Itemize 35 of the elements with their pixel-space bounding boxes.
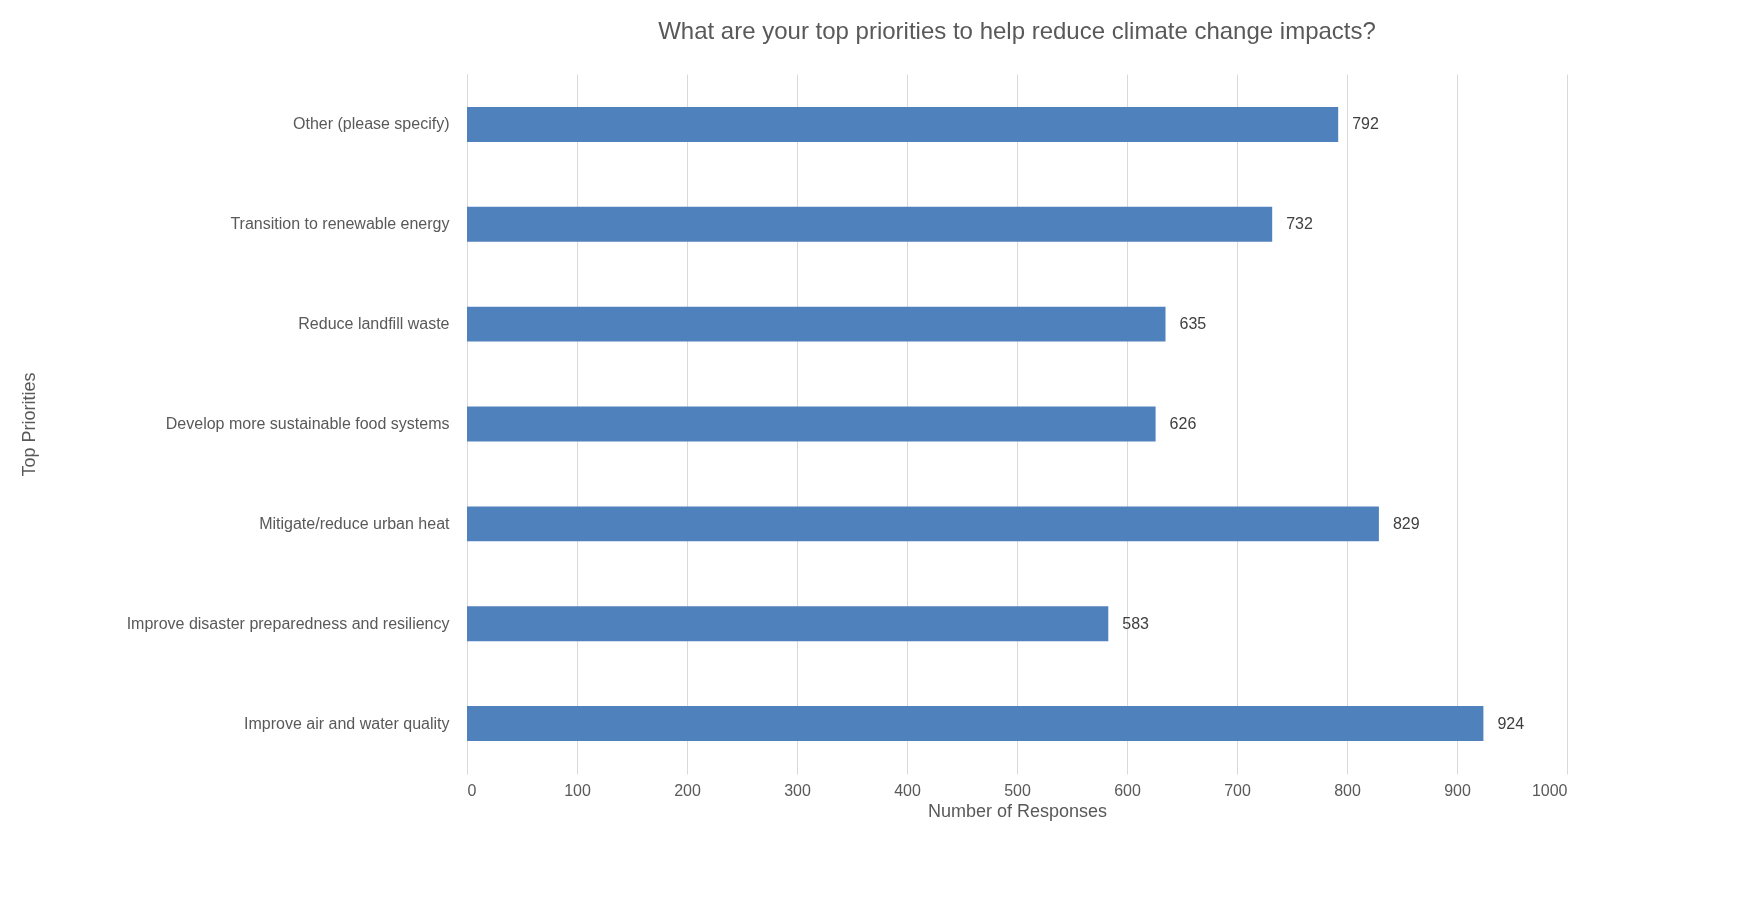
x-tick-label: 0 [467, 781, 477, 799]
data-label: 792 [1352, 115, 1379, 133]
chart-title: What are your top priorities to help reduce climate change impacts? [658, 17, 1376, 44]
data-label: 583 [1122, 614, 1150, 632]
data-label: 924 [1497, 714, 1525, 732]
x-tick-label: 400 [894, 781, 921, 799]
y-tick-label: Improve disaster preparedness and resiliency [126, 614, 450, 632]
x-tick-label: 600 [1114, 781, 1141, 799]
bar [467, 306, 1166, 342]
x-tick-label: 800 [1334, 781, 1361, 799]
x-tick-label: 500 [1004, 781, 1031, 799]
data-label: 635 [1179, 315, 1207, 333]
y-tick-label: Other (please specify) [292, 115, 450, 133]
x-tick-label: 1000 [1531, 781, 1568, 799]
x-axis-title: Number of Responses [927, 800, 1108, 821]
x-tick-label: 300 [784, 781, 811, 799]
y-tick-label: Reduce landfill waste [298, 315, 450, 333]
data-label: 626 [1169, 415, 1197, 432]
x-tick-label: 100 [564, 781, 591, 799]
bar [467, 406, 1156, 442]
y-tick-label: Transition to renewable energy [230, 215, 450, 233]
y-axis-title: Top Priorities [19, 372, 40, 477]
y-tick-label: Mitigate/reduce urban heat [259, 514, 451, 532]
bar [467, 206, 1273, 242]
y-tick-label: Improve air and water quality [244, 714, 450, 732]
bar [467, 106, 1339, 142]
x-tick-label: 900 [1444, 781, 1471, 799]
data-label: 732 [1286, 215, 1313, 233]
x-tick-label: 200 [674, 781, 701, 799]
bar [467, 606, 1109, 642]
y-tick-label: Develop more sustainable food systems [165, 415, 450, 432]
bar [467, 506, 1379, 542]
x-tick-label: 700 [1224, 781, 1251, 799]
bar [467, 706, 1484, 742]
data-label: 829 [1392, 514, 1420, 532]
